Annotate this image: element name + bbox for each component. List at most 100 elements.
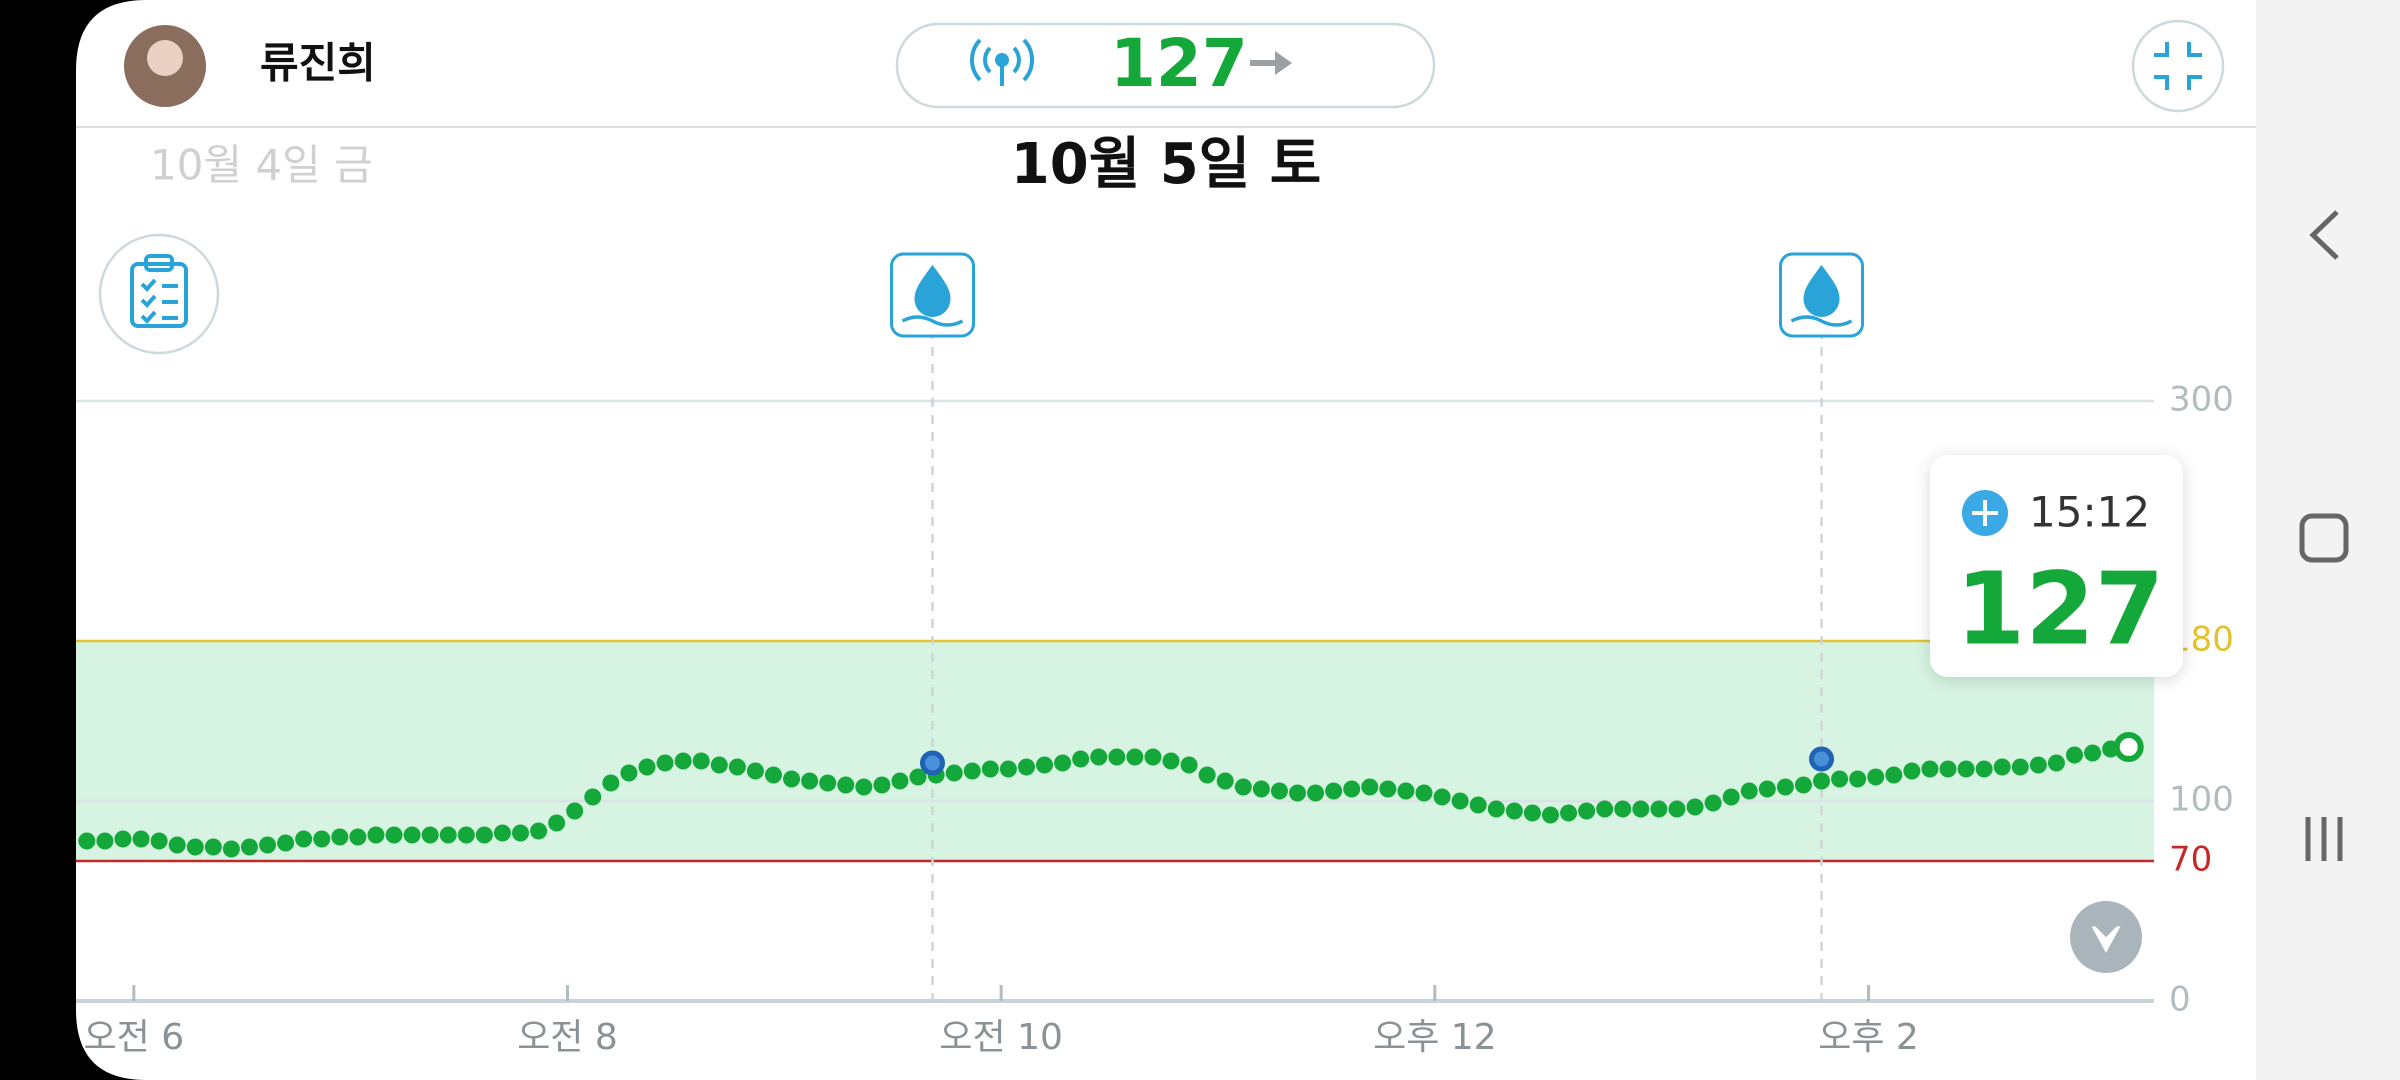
reading-dot [638, 758, 656, 776]
reading-dot [150, 832, 168, 850]
reading-dot [1831, 770, 1849, 788]
reading-dot [674, 752, 692, 770]
x-tick-label: 오전 6 [84, 1017, 185, 1058]
reading-dot [1722, 788, 1740, 806]
reading-dot [2084, 744, 2102, 762]
reading-dot [1343, 780, 1361, 798]
reading-dot [1307, 784, 1325, 802]
reading-dot [493, 824, 511, 842]
header-glucose: 127 [1110, 25, 1248, 102]
reading-dot [1614, 800, 1632, 818]
user-name: 류진희 [260, 39, 376, 88]
reading-dot [1578, 802, 1596, 820]
reading-dot [78, 832, 96, 850]
reading-dot [1126, 748, 1144, 766]
reading-dot [1794, 776, 1812, 794]
reading-dot [1162, 752, 1180, 770]
reading-dot [1505, 802, 1523, 820]
reading-dot [1596, 800, 1614, 818]
reading-dot [1523, 804, 1541, 822]
reading-dot [1975, 760, 1993, 778]
reading-dot [1072, 750, 1090, 768]
reading-dot [457, 826, 475, 844]
event-icon-drop [914, 265, 951, 317]
reading-dot [1813, 772, 1831, 790]
y-tick-label: 100 [2169, 780, 2234, 820]
reading-dot [2029, 756, 2047, 774]
latest-reading [2113, 732, 2144, 762]
nav-back[interactable] [2309, 210, 2339, 260]
event-icon-wave [901, 315, 964, 327]
reading-dot [1939, 760, 1957, 778]
event-icon-wave [1790, 315, 1853, 327]
reading-dot [1234, 778, 1252, 796]
reading-dot [1740, 782, 1758, 800]
reading-dot [168, 836, 186, 854]
reading-dot [548, 814, 566, 832]
glucose-pill[interactable] [895, 22, 1436, 109]
x-tick-label: 오후 2 [1818, 1017, 1919, 1058]
event-icon[interactable] [1779, 252, 1865, 338]
avatar-face [147, 40, 183, 76]
reading-dot [1451, 792, 1469, 810]
reading-dot [602, 774, 620, 792]
reading-dot [656, 754, 674, 772]
reading-dot [963, 762, 981, 780]
reading-dot [2047, 754, 2065, 772]
reading-dot [1867, 768, 1885, 786]
y-tick-label: 0 [2169, 980, 2191, 1020]
reading-dot [313, 830, 331, 848]
event-marker [1809, 746, 1835, 772]
log-button[interactable] [98, 233, 220, 355]
current-date: 10월 5일 토 [1011, 132, 1321, 197]
reading-dot [746, 762, 764, 780]
reading-dot [1216, 772, 1234, 790]
reading-dot [1541, 806, 1559, 824]
nav-bar [2256, 0, 2400, 1080]
reading-dot [981, 760, 999, 778]
reading-dot [1108, 748, 1126, 766]
reading-dot [1668, 800, 1686, 818]
collapse-icon [2154, 42, 2202, 90]
reading-dot [1379, 780, 1397, 798]
reading-dot [891, 772, 909, 790]
reading-dot [240, 838, 258, 856]
previous-date[interactable]: 10월 4일 금 [150, 141, 373, 190]
reading-dot [96, 832, 114, 850]
reading-dot [367, 826, 385, 844]
reading-dot [222, 840, 240, 858]
reading-dot [295, 830, 313, 848]
reading-dot [945, 764, 963, 782]
reading-dot [331, 828, 349, 846]
reading-dot [1144, 748, 1162, 766]
x-tick-label: 오전 8 [517, 1017, 618, 1058]
reading-dot [1993, 758, 2011, 776]
event-icon[interactable] [889, 252, 975, 338]
x-tick-label: 오후 12 [1373, 1017, 1497, 1058]
reading-dot [1433, 788, 1451, 806]
reading-dot [186, 838, 204, 856]
reading-dot [1198, 766, 1216, 784]
nav-recent[interactable] [2305, 817, 2343, 861]
reading-dot [1054, 754, 1072, 772]
nav-home[interactable] [2299, 513, 2349, 563]
reading-dot [1632, 800, 1650, 818]
event-marker [919, 750, 945, 776]
reading-dot [1686, 798, 1704, 816]
reading-dot [692, 752, 710, 770]
clipboard-icon [130, 254, 188, 328]
reading-dot [1270, 782, 1288, 800]
reading-dot [855, 778, 873, 796]
reading-dot [259, 836, 277, 854]
reading-dot [1776, 778, 1794, 796]
reading-dot [1090, 748, 1108, 766]
signal-icon [970, 38, 1034, 86]
tooltip-time: 15:12 [2029, 488, 2150, 537]
reading-dot [475, 826, 493, 844]
reading-dot [1487, 800, 1505, 818]
reading-dot [1036, 756, 1054, 774]
collapse-button[interactable] [2131, 19, 2225, 113]
reading-dot [819, 774, 837, 792]
